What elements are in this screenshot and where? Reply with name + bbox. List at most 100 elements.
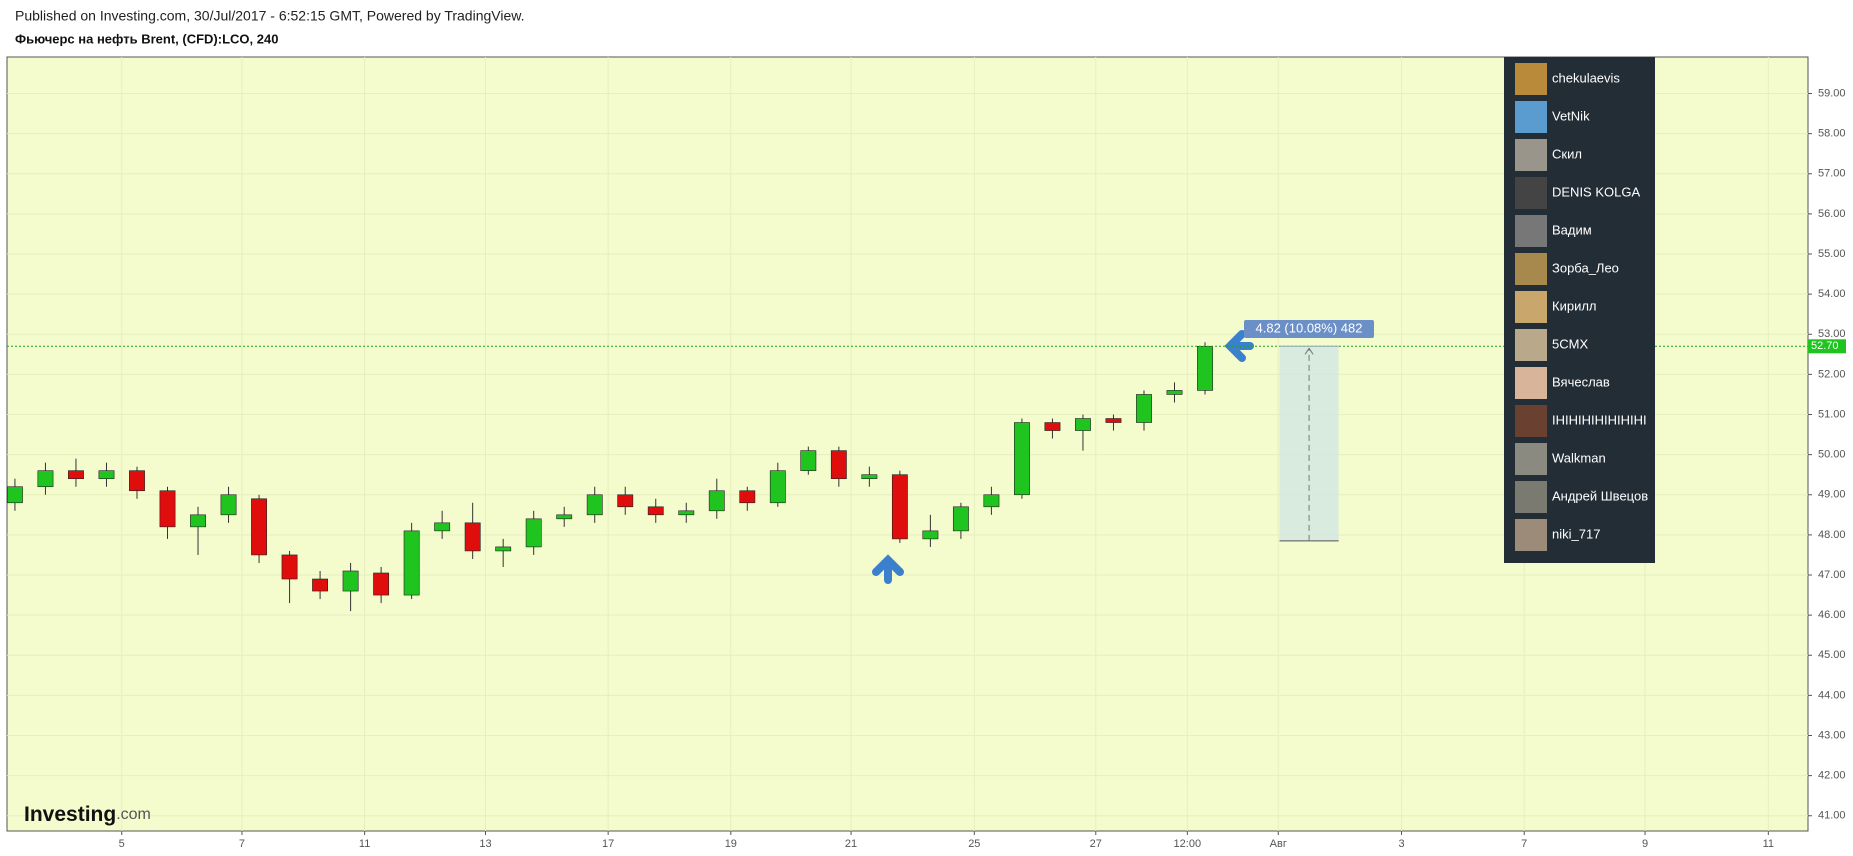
- user-avatar[interactable]: [1515, 291, 1547, 323]
- candle-body: [7, 486, 23, 504]
- last-price-label: 52.70: [1811, 340, 1839, 352]
- y-tick-label: 50.00: [1818, 449, 1846, 461]
- candle-body: [1105, 418, 1122, 423]
- user-name[interactable]: Зорба_Лео: [1552, 260, 1619, 275]
- measure-label: 4.82 (10.08%) 482: [1256, 320, 1363, 335]
- x-tick-label: 21: [845, 838, 857, 850]
- user-avatar[interactable]: [1515, 215, 1547, 247]
- candle-body: [1197, 345, 1213, 391]
- x-tick-label: 9: [1642, 838, 1648, 850]
- user-name[interactable]: VetNik: [1552, 108, 1590, 123]
- user-name[interactable]: chekulaevis: [1552, 70, 1620, 85]
- source-note: Published on Investing.com, 30/Jul/2017 …: [15, 8, 524, 24]
- candle-body: [190, 514, 206, 528]
- y-tick-label: 58.00: [1818, 128, 1846, 140]
- user-name[interactable]: Кирилл: [1552, 298, 1597, 313]
- x-tick-label: 19: [725, 838, 737, 850]
- candle-body: [495, 546, 512, 552]
- x-tick-label: 12:00: [1174, 838, 1202, 850]
- user-name[interactable]: Вадим: [1552, 222, 1592, 237]
- x-tick-label: 13: [479, 838, 491, 850]
- y-tick-label: 55.00: [1818, 248, 1846, 260]
- user-panel: chekulaevis VetNik Скил DENIS KOLGA Вадим Зор…: [1504, 57, 1655, 563]
- candle-body: [739, 490, 756, 504]
- candle-body: [983, 494, 1000, 508]
- chart-title: Фьючерс на нефть Brent, (CFD):LCO, 240: [15, 31, 278, 46]
- user-name[interactable]: Вячеслав: [1552, 374, 1610, 389]
- candle-body: [37, 470, 54, 488]
- y-tick-label: 47.00: [1818, 569, 1846, 581]
- y-tick-label: 52.00: [1818, 368, 1846, 380]
- candle-body: [312, 578, 329, 592]
- candle-body: [617, 494, 634, 508]
- x-tick-label: 17: [602, 838, 614, 850]
- user-avatar[interactable]: [1515, 405, 1547, 437]
- user-name[interactable]: DENIS KOLGA: [1552, 184, 1640, 199]
- x-tick-label: Авг: [1270, 838, 1287, 850]
- candle-body: [68, 470, 84, 480]
- user-name[interactable]: IHIHIHIHIHIHIHI: [1552, 412, 1647, 427]
- y-tick-label: 46.00: [1818, 609, 1846, 621]
- user-avatar[interactable]: [1515, 63, 1547, 95]
- user-avatar[interactable]: [1515, 367, 1547, 399]
- candle-body: [891, 474, 908, 540]
- candle-body: [98, 470, 115, 480]
- candle-body: [159, 490, 176, 528]
- y-tick-label: 59.00: [1818, 87, 1846, 99]
- user-name[interactable]: Walkman: [1552, 450, 1606, 465]
- y-tick-label: 42.00: [1818, 770, 1846, 782]
- user-name[interactable]: Андрей Швецов: [1552, 488, 1648, 503]
- candle-body: [1136, 394, 1152, 423]
- user-avatar[interactable]: [1515, 101, 1547, 133]
- last-price-box: [1808, 339, 1846, 354]
- candle-body: [678, 510, 695, 516]
- user-avatar[interactable]: [1515, 481, 1547, 513]
- candle-body: [952, 506, 969, 532]
- y-tick-label: 49.00: [1818, 489, 1846, 501]
- arrow-up: [872, 554, 904, 584]
- x-tick-label: 27: [1090, 838, 1102, 850]
- user-avatar[interactable]: [1515, 177, 1547, 209]
- x-tick-label: 5: [119, 838, 125, 850]
- user-avatar[interactable]: [1515, 519, 1547, 551]
- user-name[interactable]: 5CMX: [1552, 336, 1588, 351]
- user-avatar[interactable]: [1515, 253, 1547, 285]
- x-tick-label: 7: [239, 838, 245, 850]
- user-name[interactable]: niki_717: [1552, 526, 1600, 541]
- candle-body: [1014, 422, 1030, 496]
- user-avatar[interactable]: [1515, 329, 1547, 361]
- y-tick-label: 48.00: [1818, 529, 1846, 541]
- candle-body: [830, 450, 847, 480]
- user-avatar[interactable]: [1515, 139, 1547, 171]
- user-avatar[interactable]: [1515, 443, 1547, 475]
- marks: [7, 342, 1213, 612]
- candle-body: [281, 554, 298, 580]
- candle-body: [800, 450, 817, 471]
- y-tick-label: 45.00: [1818, 649, 1846, 661]
- candle-body: [373, 572, 390, 596]
- candle-body: [251, 498, 267, 556]
- y-tick-label: 44.00: [1818, 689, 1846, 701]
- y-tick-label: 51.00: [1818, 408, 1846, 420]
- x-tick-label: 11: [1763, 838, 1774, 850]
- candle-body: [647, 506, 664, 516]
- candle-body: [220, 494, 237, 516]
- y-tick-label: 53.00: [1818, 328, 1846, 340]
- y-tick-label: 57.00: [1818, 168, 1846, 180]
- x-tick-label: 11: [359, 838, 370, 850]
- user-name[interactable]: Скил: [1552, 146, 1582, 161]
- measure-label-box: [1244, 320, 1374, 338]
- candle-body: [769, 470, 786, 504]
- candle-body: [342, 570, 359, 592]
- candle-body: [922, 530, 939, 540]
- y-tick-label: 56.00: [1818, 208, 1846, 220]
- candle-body: [586, 494, 603, 516]
- candle-body: [129, 470, 145, 492]
- measure-arrowhead: [1304, 347, 1314, 355]
- candle-body: [1044, 422, 1061, 431]
- logo-main: Investing: [24, 803, 116, 826]
- candle-body: [1075, 418, 1091, 431]
- candle-body: [1166, 390, 1183, 395]
